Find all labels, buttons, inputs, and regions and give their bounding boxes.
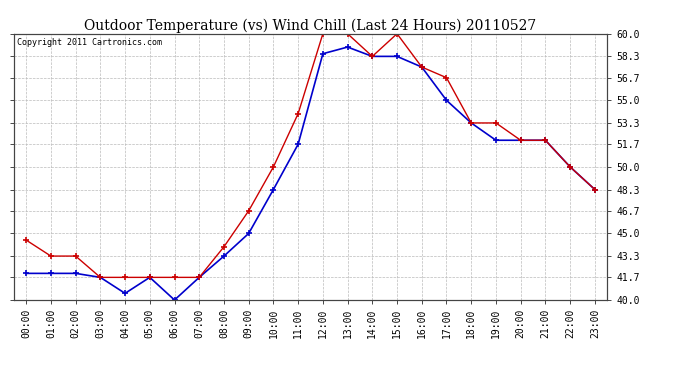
Title: Outdoor Temperature (vs) Wind Chill (Last 24 Hours) 20110527: Outdoor Temperature (vs) Wind Chill (Las… [84, 18, 537, 33]
Text: Copyright 2011 Cartronics.com: Copyright 2011 Cartronics.com [17, 38, 161, 47]
